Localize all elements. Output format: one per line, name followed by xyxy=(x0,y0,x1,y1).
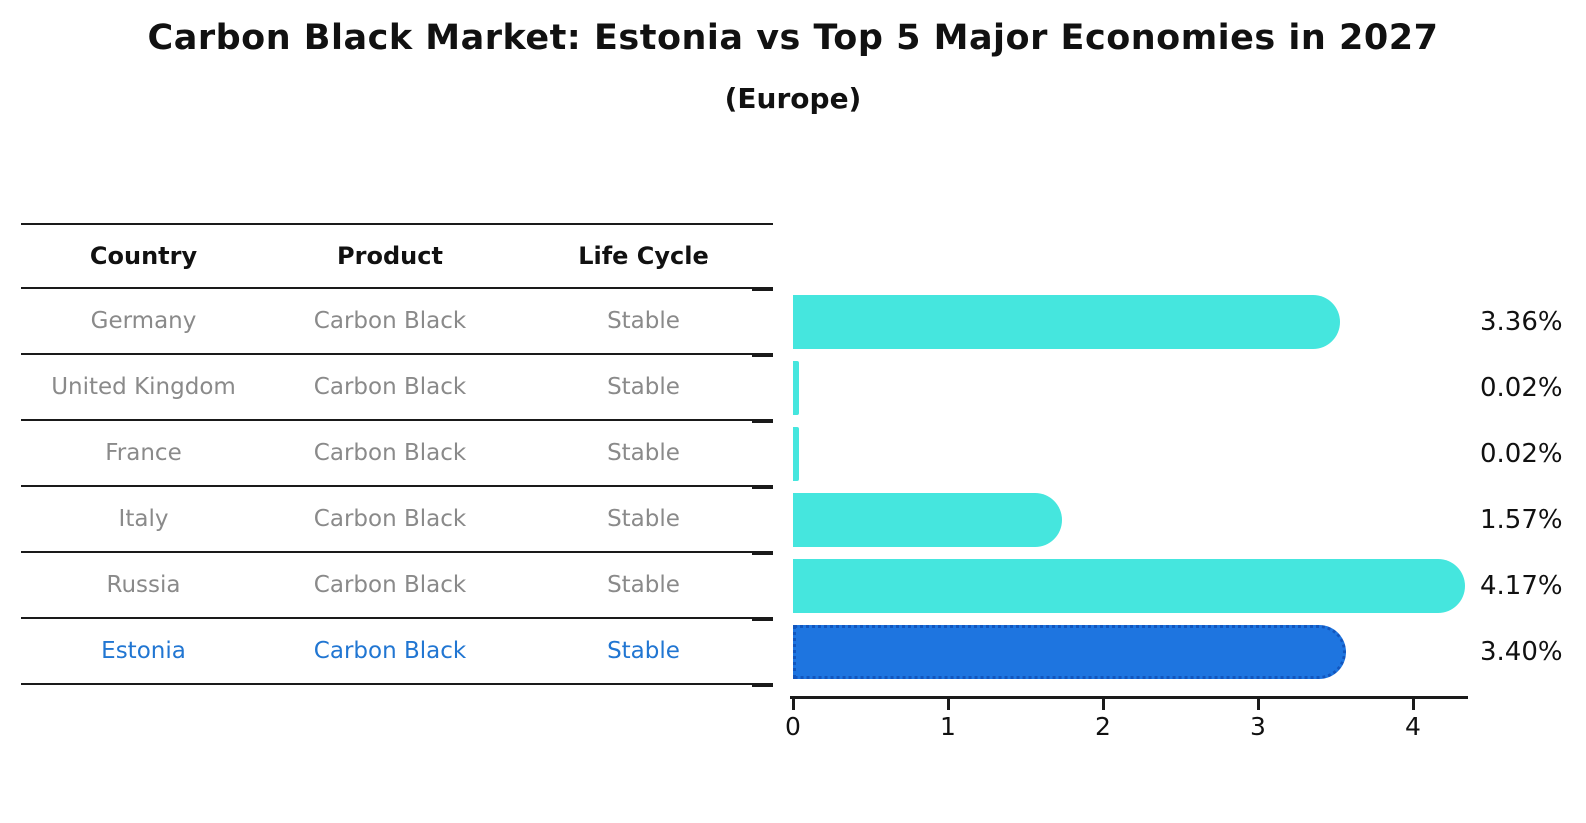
country-cell: Germany xyxy=(90,308,197,334)
bar-row: 0.02% xyxy=(793,421,1586,487)
value-label: 4.17% xyxy=(1480,571,1563,601)
data-table: Country Product Life Cycle Germany Carbo… xyxy=(21,223,773,685)
y-axis-tick xyxy=(752,354,773,357)
header-country: Country xyxy=(89,242,198,270)
table-row: Italy Carbon Black Stable xyxy=(21,487,773,553)
table-row: Estonia Carbon Black Stable xyxy=(21,619,773,685)
product-cell: Carbon Black xyxy=(313,506,467,532)
table-row: Germany Carbon Black Stable xyxy=(21,289,773,355)
x-axis-tick-label: 0 xyxy=(785,712,801,741)
x-axis-tick xyxy=(1257,699,1260,710)
chart-subtitle: (Europe) xyxy=(724,82,862,115)
x-axis-tick xyxy=(792,699,795,710)
x-axis-tick xyxy=(1102,699,1105,710)
header-product: Product xyxy=(337,242,443,270)
value-label: 0.02% xyxy=(1480,373,1563,403)
product-cell: Carbon Black xyxy=(313,374,467,400)
lifecycle-cell: Stable xyxy=(607,572,680,598)
y-axis-tick xyxy=(752,618,773,621)
y-axis-tick xyxy=(752,420,773,423)
lifecycle-cell: Stable xyxy=(607,374,680,400)
bar xyxy=(793,361,799,415)
bar xyxy=(793,493,1062,547)
value-label: 1.57% xyxy=(1480,505,1563,535)
country-cell: United Kingdom xyxy=(51,374,236,400)
bar-plot: 3.36% 0.02% 0.02% 1.57% 4.17% 3.40% xyxy=(793,289,1586,685)
value-label: 3.36% xyxy=(1480,307,1563,337)
bar-row: 3.40% xyxy=(793,619,1586,685)
table-header-row: Country Product Life Cycle xyxy=(21,223,773,289)
lifecycle-cell: Stable xyxy=(607,308,680,334)
bar xyxy=(793,295,1340,349)
country-cell: Estonia xyxy=(101,638,186,664)
lifecycle-cell: Stable xyxy=(607,638,680,664)
bars-container: 3.36% 0.02% 0.02% 1.57% 4.17% 3.40% xyxy=(793,289,1586,685)
country-cell: Italy xyxy=(118,506,169,532)
table-row: France Carbon Black Stable xyxy=(21,421,773,487)
country-cell: Russia xyxy=(106,572,181,598)
x-axis-line xyxy=(790,696,1468,699)
lifecycle-cell: Stable xyxy=(607,506,680,532)
x-axis-tick-label: 4 xyxy=(1405,712,1421,741)
product-cell: Carbon Black xyxy=(313,308,467,334)
lifecycle-cell: Stable xyxy=(607,440,680,466)
x-axis-tick xyxy=(1412,699,1415,710)
x-axis-tick-label: 1 xyxy=(940,712,956,741)
header-lifecycle: Life Cycle xyxy=(578,242,709,270)
bar-row: 4.17% xyxy=(793,553,1586,619)
x-axis-tick xyxy=(947,699,950,710)
product-cell: Carbon Black xyxy=(313,440,467,466)
x-axis-tick-label: 2 xyxy=(1095,712,1111,741)
table-body: Germany Carbon Black Stable United Kingd… xyxy=(21,289,773,685)
y-axis-tick xyxy=(752,288,773,291)
country-cell: France xyxy=(105,440,182,466)
table-row: Russia Carbon Black Stable xyxy=(21,553,773,619)
bar xyxy=(793,625,1346,679)
x-axis-tick-label: 3 xyxy=(1250,712,1266,741)
chart-title: Carbon Black Market: Estonia vs Top 5 Ma… xyxy=(147,18,1439,58)
y-axis-tick xyxy=(752,552,773,555)
bar-row: 1.57% xyxy=(793,487,1586,553)
bar xyxy=(793,427,799,481)
y-axis-tick xyxy=(752,486,773,489)
product-cell: Carbon Black xyxy=(313,638,467,664)
product-cell: Carbon Black xyxy=(313,572,467,598)
bar-row: 0.02% xyxy=(793,355,1586,421)
bar-row: 3.36% xyxy=(793,289,1586,355)
y-axis-tick xyxy=(752,684,773,687)
value-label: 0.02% xyxy=(1480,439,1563,469)
value-label: 3.40% xyxy=(1480,637,1563,667)
bar xyxy=(793,559,1465,613)
table-row: United Kingdom Carbon Black Stable xyxy=(21,355,773,421)
